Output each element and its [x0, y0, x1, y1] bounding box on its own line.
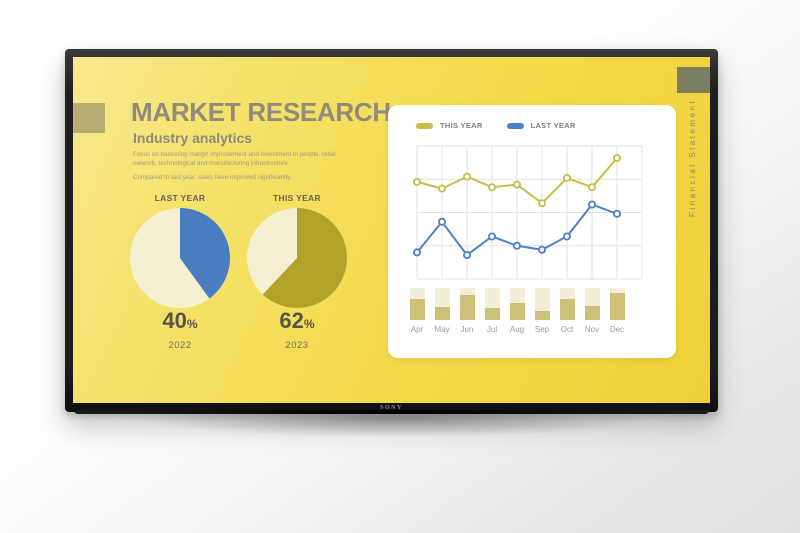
- month-label: Aug: [509, 325, 525, 334]
- bar: [484, 288, 500, 320]
- corner-accent-rect: [677, 67, 710, 93]
- pie-chart-this-year: [247, 208, 347, 308]
- percent-unit: %: [186, 317, 198, 331]
- legend-label: LAST YEAR: [530, 121, 576, 130]
- line-chart: [413, 145, 643, 280]
- legend-item-last-year: LAST YEAR: [506, 121, 576, 130]
- bar-fill: [484, 307, 500, 320]
- pie-percent-last-year: 40%: [130, 308, 230, 334]
- bar-fill: [559, 298, 575, 320]
- pie-title-this-year: THIS YEAR: [273, 193, 321, 203]
- bar-fill: [609, 293, 625, 320]
- bar: [534, 288, 550, 320]
- pie-chart-last-year: [130, 208, 230, 308]
- display-screen: Financial Statement MARKET RESEARCH Indu…: [73, 57, 710, 403]
- chart-card: THIS YEAR LAST YEAR Apr May Jun Jul Aug Sep Oc…: [388, 105, 676, 358]
- legend-swatch-this-year: [416, 122, 433, 129]
- monitor-bottom-edge: [74, 410, 709, 414]
- bar: [584, 288, 600, 320]
- legend-swatch-last-year: [506, 122, 524, 129]
- bar-fill: [434, 306, 450, 320]
- pie-year-label: 2022: [168, 340, 192, 351]
- month-label: Jun: [460, 325, 474, 334]
- bar: [559, 288, 575, 320]
- slide-title: MARKET RESEARCH: [131, 97, 391, 127]
- bar-fill: [409, 298, 425, 320]
- bar-fill: [509, 303, 525, 320]
- body-paragraph: Focus on balancing margin improvement an…: [133, 151, 336, 167]
- percent-value: 62: [279, 308, 304, 333]
- side-vertical-label: Financial Statement: [688, 98, 697, 218]
- pie-year-label: 2023: [285, 340, 309, 351]
- left-accent-bar: [73, 103, 105, 133]
- bar-fill: [459, 294, 475, 320]
- month-label: Sep: [534, 325, 550, 334]
- slide-body-copy: Focus on balancing margin improvement an…: [133, 151, 361, 182]
- slide-subtitle: Industry analytics: [133, 130, 253, 146]
- floor-shadow: [60, 404, 730, 464]
- legend-item-this-year: THIS YEAR: [416, 121, 483, 130]
- percent-unit: %: [303, 317, 315, 331]
- legend-label: THIS YEAR: [440, 121, 483, 130]
- month-label: Jul: [486, 325, 498, 334]
- pie-title-last-year: LAST YEAR: [154, 193, 206, 203]
- month-label: Nov: [584, 325, 600, 334]
- sony-display-monitor: Financial Statement MARKET RESEARCH Indu…: [65, 49, 718, 414]
- bar-strip: Apr May Jun Jul Aug Sep Oct Nov Dec: [409, 288, 642, 338]
- bar: [459, 288, 475, 320]
- bar: [509, 288, 525, 320]
- bar-fill: [584, 305, 600, 320]
- chart-legend: THIS YEAR LAST YEAR: [416, 121, 576, 130]
- month-label: Dec: [609, 325, 625, 334]
- pie-percent-this-year: 62%: [247, 308, 347, 334]
- sony-logo: SONY: [380, 405, 403, 411]
- bar: [609, 288, 625, 320]
- bar-fill: [534, 311, 550, 320]
- month-label: May: [434, 325, 450, 334]
- month-label: Apr: [410, 325, 424, 334]
- bar: [434, 288, 450, 320]
- body-paragraph: Compared to last year, sales have improv…: [133, 173, 292, 181]
- percent-value: 40: [162, 308, 187, 333]
- month-label: Oct: [560, 325, 574, 334]
- bar: [409, 288, 425, 320]
